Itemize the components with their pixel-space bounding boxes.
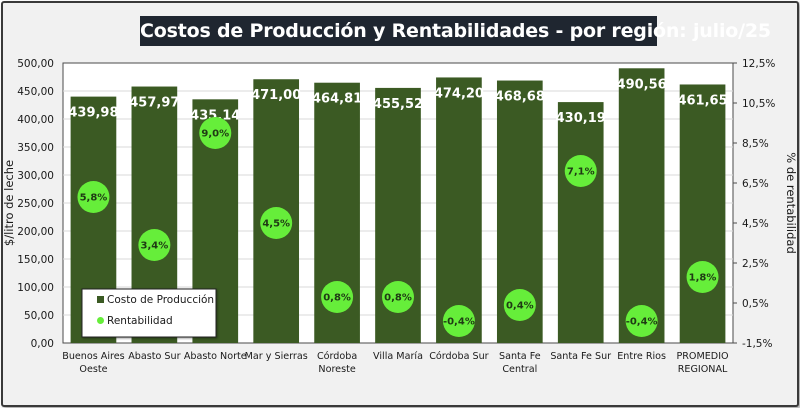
y-axis-left-title: $/litro de leche — [2, 160, 16, 246]
y-tick-label: 200,00 — [17, 226, 54, 238]
rentabilidad-marker — [686, 261, 719, 293]
rentabilidad-label: 7,1% — [567, 167, 595, 178]
bar-value-label: 471,00 — [251, 88, 301, 103]
legend-box — [81, 288, 217, 338]
y-tick-label: 500,00 — [17, 58, 54, 70]
category-label: REGIONAL — [678, 364, 728, 375]
y-tick-label: 450,00 — [17, 86, 54, 98]
category-label: Mar y Sierras — [245, 351, 308, 362]
bar-value-label: 490,56 — [617, 77, 667, 92]
rentabilidad-label: 0,8% — [384, 293, 412, 304]
rentabilidad-marker — [260, 207, 293, 239]
category-label: Oeste — [79, 364, 107, 375]
rentabilidad-marker — [382, 281, 414, 313]
category-label: Villa María — [373, 350, 423, 362]
rentabilidad-label: -0,4% — [443, 317, 475, 328]
legend-label-rentabilidad: Rentabilidad — [107, 315, 173, 327]
category-label: Santa Fe — [499, 351, 541, 362]
bar-value-label: 457,97 — [129, 96, 179, 111]
rentabilidad-label: 0,4% — [506, 301, 534, 312]
y-tick-label: 350,00 — [17, 142, 54, 154]
category-label: Central — [502, 364, 537, 375]
bar — [557, 102, 604, 343]
y-axis-right-title: % de rentabilidad — [784, 152, 798, 254]
x-axis-categories: Buenos Aires Oeste Abasto Sur Abasto NorteM… — [62, 350, 729, 375]
category-label: Buenos Aires — [62, 351, 124, 362]
category-label: Santa Fe Sur — [550, 351, 611, 362]
y-tick-label: 400,00 — [17, 114, 54, 126]
y-tick-label: 300,00 — [17, 170, 54, 182]
rentabilidad-marker — [77, 181, 110, 213]
category-label: Entre Rios — [617, 351, 666, 362]
rentabilidad-markers: 5,8% 3,4% 9,0% 4,5% 0,8% 0,8% -0,4% 0,4% 7,1% -0,… — [77, 117, 719, 337]
bar-value-label: 474,20 — [434, 86, 484, 101]
rentabilidad-label: 0,8% — [323, 293, 351, 304]
rentabilidad-label: 9,0% — [201, 129, 229, 140]
bar-value-label: 435,14 — [190, 108, 240, 123]
category-label: Abasto Norte — [184, 351, 247, 362]
category-label: Noreste — [318, 364, 355, 375]
category-label: Córdoba — [317, 350, 357, 362]
legend: Costo de Producción Rentabilidad — [81, 288, 217, 338]
y2-tick-label: 2,5% — [742, 258, 769, 270]
y-axis-right-ticks: -1,5% 0,5% 2,5% 4,5% 6,5% 8,5% 10,5% 12,5% — [733, 58, 775, 350]
y2-tick-label: 10,5% — [742, 98, 775, 110]
y-tick-label: 100,00 — [17, 282, 54, 294]
bar-value-label: 439,98 — [68, 106, 118, 121]
rentabilidad-marker — [442, 305, 475, 337]
y2-tick-label: 6,5% — [742, 178, 769, 190]
y-tick-label: 50,00 — [24, 310, 54, 322]
category-label: Córdoba Sur — [429, 350, 488, 362]
y2-tick-label: -1,5% — [742, 338, 772, 350]
rentabilidad-label: 1,8% — [689, 273, 717, 284]
category-label: PROMEDIO — [676, 351, 729, 362]
rentabilidad-marker — [321, 281, 354, 313]
rentabilidad-label: -0,4% — [626, 317, 658, 328]
bar — [436, 77, 482, 343]
rentabilidad-marker — [564, 155, 597, 187]
bar — [618, 68, 665, 343]
rentabilidad-marker — [138, 229, 171, 261]
legend-swatch-costo — [97, 296, 104, 303]
y2-tick-label: 12,5% — [742, 58, 775, 70]
category-label: Abasto Sur — [128, 351, 180, 362]
y2-tick-label: 0,5% — [742, 298, 769, 310]
bar-value-label: 461,65 — [677, 93, 727, 108]
y-axis-left-ticks: 0,00 50,00 100,00 150,00 200,00 250,00 300,00 3… — [17, 58, 54, 350]
bar-value-label: 468,68 — [495, 90, 545, 105]
rentabilidad-label: 4,5% — [262, 219, 290, 230]
rentabilidad-label: 5,8% — [80, 193, 108, 204]
chart-title: Costos de Producción y Rentabilidades - … — [140, 16, 771, 46]
bar — [679, 84, 726, 343]
y-tick-label: 150,00 — [17, 254, 54, 266]
legend-swatch-rentabilidad — [97, 317, 104, 324]
bar-value-label: 464,81 — [312, 92, 362, 107]
bar-value-label: 430,19 — [556, 111, 606, 126]
bar-value-label: 455,52 — [373, 97, 423, 112]
rentabilidad-label: 3,4% — [140, 241, 168, 252]
rentabilidad-marker — [199, 117, 232, 149]
y-tick-label: 0,00 — [31, 338, 54, 350]
rentabilidad-marker — [625, 305, 658, 337]
rentabilidad-marker — [503, 289, 536, 321]
y2-tick-label: 8,5% — [742, 138, 769, 150]
legend-label-costo: Costo de Producción — [107, 294, 214, 306]
y-tick-label: 250,00 — [17, 198, 54, 210]
y2-tick-label: 4,5% — [742, 218, 769, 230]
